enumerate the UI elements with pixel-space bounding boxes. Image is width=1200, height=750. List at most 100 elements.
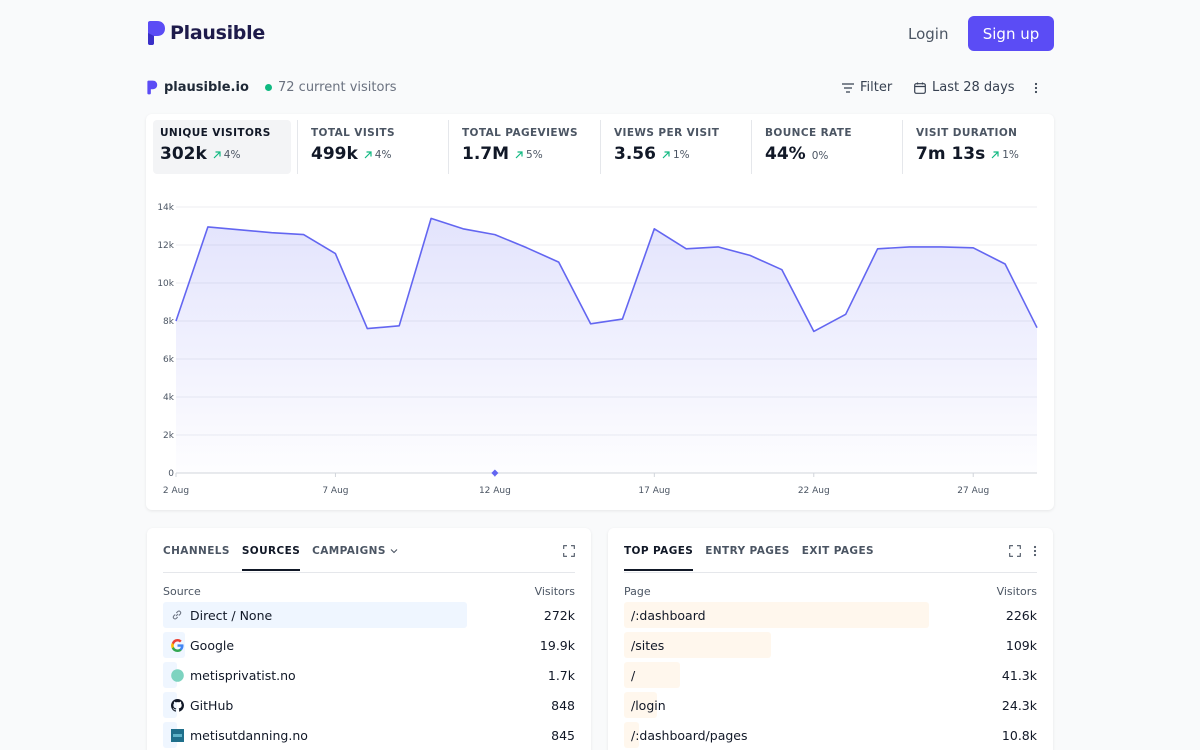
tab-divider <box>163 572 575 573</box>
metric-change: 1% <box>991 149 1019 161</box>
plausible-logo[interactable]: Plausible <box>146 20 265 46</box>
expand-icon[interactable] <box>1009 545 1021 557</box>
github-icon <box>170 698 184 712</box>
metric-divider <box>448 120 449 174</box>
y-tick-label: 10k <box>157 279 174 289</box>
x-tick-label: 17 Aug <box>638 486 670 496</box>
page-row[interactable]: /sites 109k <box>624 632 1037 658</box>
link-icon <box>170 608 184 622</box>
live-dot-icon <box>265 84 272 91</box>
source-bar <box>163 602 467 628</box>
sources-panel: CHANNELS SOURCES CAMPAIGNS Source Visito… <box>147 528 591 750</box>
visitors-line <box>175 217 1038 333</box>
page-label: /:dashboard <box>631 607 706 623</box>
tab-sources[interactable]: SOURCES <box>241 545 301 571</box>
metric-change: 5% <box>515 149 543 161</box>
filter-button[interactable]: Filter <box>842 80 892 95</box>
page-label: / <box>631 667 636 683</box>
source-visitors: 19.9k <box>539 637 575 653</box>
brand-name: Plausible <box>170 22 265 44</box>
page-bar <box>624 662 680 688</box>
tab-campaigns[interactable]: CAMPAIGNS <box>312 545 398 571</box>
tab-divider <box>624 572 1037 573</box>
metric-divider <box>902 120 903 174</box>
y-tick-label: 12k <box>157 241 174 251</box>
metric-value: 44% <box>765 144 806 164</box>
page-row[interactable]: /login 24.3k <box>624 692 1037 718</box>
source-visitors: 848 <box>551 697 575 713</box>
arrow-up-right-icon <box>213 151 221 159</box>
y-tick-label: 8k <box>163 317 175 327</box>
more-options-icon[interactable] <box>1033 545 1037 557</box>
source-visitors: 1.7k <box>547 667 575 683</box>
y-tick-label: 2k <box>163 431 175 441</box>
metric-label: TOTAL PAGEVIEWS <box>462 127 578 139</box>
source-row[interactable]: GitHub 848 <box>163 692 575 718</box>
source-label: metisutdanning.no <box>190 727 308 743</box>
current-visitors[interactable]: 72 current visitors <box>265 80 397 95</box>
source-row[interactable]: Direct / None 272k <box>163 602 575 628</box>
tab-channels[interactable]: CHANNELS <box>163 545 230 557</box>
y-tick-label: 4k <box>163 393 175 403</box>
metric-total-visits[interactable]: TOTAL VISITS 499k 4% <box>304 120 442 174</box>
page-label: /login <box>631 697 666 713</box>
y-tick-label: 0 <box>168 469 174 479</box>
source-row[interactable]: Google 19.9k <box>163 632 575 658</box>
google-icon <box>170 638 184 652</box>
top-navigation: Plausible Login Sign up <box>146 16 1054 51</box>
visitors-area <box>176 218 1037 473</box>
plausible-logo-icon <box>148 21 165 45</box>
main-graph-card: UNIQUE VISITORS 302k 4% TOTAL VISITS 499… <box>146 114 1054 510</box>
site-switcher[interactable]: plausible.io <box>146 80 249 95</box>
source-label: metisprivatist.no <box>190 667 296 683</box>
y-tick-label: 14k <box>157 203 174 213</box>
page-visitors: 41.3k <box>1001 667 1037 683</box>
metric-bounce-rate[interactable]: BOUNCE RATE 44% 0% <box>758 120 896 174</box>
page-row[interactable]: /:dashboard 226k <box>624 602 1037 628</box>
expand-icon[interactable] <box>563 545 575 557</box>
site-domain: plausible.io <box>164 80 249 95</box>
pages-tabs: TOP PAGES ENTRY PAGES EXIT PAGES <box>624 545 886 571</box>
more-options-icon[interactable] <box>1034 82 1038 98</box>
page-visitors: 226k <box>1005 607 1037 623</box>
column-header-visitors: Visitors <box>534 585 575 598</box>
source-label: Google <box>190 637 235 653</box>
tab-top-pages[interactable]: TOP PAGES <box>624 545 694 571</box>
period-label: Last 28 days <box>932 80 1015 95</box>
page-bar <box>624 722 639 748</box>
metric-value: 499k <box>311 144 358 164</box>
metric-visit-duration[interactable]: VISIT DURATION 7m 13s 1% <box>909 120 1047 174</box>
x-tick-label: 7 Aug <box>322 486 348 496</box>
metric-label: VISIT DURATION <box>916 127 1018 139</box>
visitors-chart[interactable]: 0 2k 4k 6k 8k 10k 12k 14k 2 Aug 7 Aug 12 Aug 17 Aug… <box>146 114 1054 510</box>
calendar-icon <box>914 82 926 94</box>
source-bar <box>163 692 177 718</box>
metric-total-pageviews[interactable]: TOTAL PAGEVIEWS 1.7M 5% <box>455 120 593 174</box>
source-row[interactable]: metisutdanning.no 845 <box>163 722 575 748</box>
period-picker[interactable]: Last 28 days <box>914 80 1015 95</box>
current-visitors-label: 72 current visitors <box>278 80 397 95</box>
login-link[interactable]: Login <box>908 25 949 43</box>
page-visitors: 10.8k <box>1001 727 1037 743</box>
metric-unique-visitors[interactable]: UNIQUE VISITORS 302k 4% <box>153 120 291 174</box>
source-row[interactable]: metisprivatist.no 1.7k <box>163 662 575 688</box>
metric-change: 0% <box>812 150 829 162</box>
page-row[interactable]: /:dashboard/pages 10.8k <box>624 722 1037 748</box>
metric-change-value: 0% <box>811 150 829 162</box>
page-bar <box>624 692 657 718</box>
tab-entry-pages[interactable]: ENTRY PAGES <box>705 545 790 557</box>
annotation-marker-icon <box>491 469 499 477</box>
x-tick-label: 27 Aug <box>957 486 989 496</box>
metric-divider <box>297 120 298 174</box>
page-row[interactable]: / 41.3k <box>624 662 1037 688</box>
metric-views-per-visit[interactable]: VIEWS PER VISIT 3.56 1% <box>607 120 745 174</box>
source-label: GitHub <box>190 697 234 713</box>
signup-button[interactable]: Sign up <box>968 16 1054 51</box>
metric-label: BOUNCE RATE <box>765 127 852 139</box>
page-visitors: 24.3k <box>1001 697 1037 713</box>
favicon-circle-icon <box>170 668 184 682</box>
arrow-up-right-icon <box>991 151 999 159</box>
tab-exit-pages[interactable]: EXIT PAGES <box>801 545 874 557</box>
metric-divider <box>600 120 601 174</box>
metric-value: 7m 13s <box>916 144 986 164</box>
